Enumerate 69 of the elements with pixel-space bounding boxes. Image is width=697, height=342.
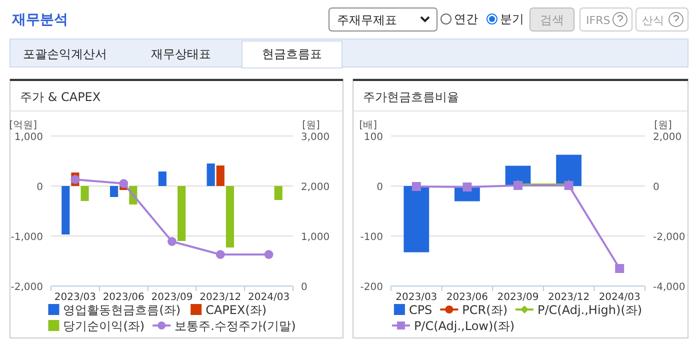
y2-tick-label: -4,000 (653, 282, 686, 293)
x-tick-label: 2024/03 (598, 292, 640, 303)
text: 포괄손익계산서 (23, 47, 107, 61)
text: 연간 (454, 12, 478, 26)
point (264, 250, 274, 259)
point (216, 250, 225, 259)
bar (110, 186, 118, 197)
bar (404, 186, 430, 252)
y2-tick-label: -2,000 (653, 232, 686, 243)
legend-label: 보통주.수정주가(기말) (174, 319, 296, 333)
legend-label: 당기순이익(좌) (63, 319, 145, 333)
chart-title: 주가 & CAPEX (20, 90, 101, 104)
legend-label: PCR(좌) (462, 303, 508, 317)
y2-tick-label: 2,000 (653, 132, 682, 143)
legend-label: 영업활동현금흐름(좌) (63, 303, 181, 317)
chart-title: 주가현금흐름비율 (363, 90, 459, 104)
y-tick-label: 0 (376, 182, 383, 193)
point (615, 264, 624, 273)
bar (226, 186, 234, 248)
x-tick-label: 2023/06 (446, 292, 488, 303)
bar (216, 166, 224, 186)
x-tick-label: 2023/09 (497, 292, 539, 303)
y-tick-label: -200 (360, 282, 383, 293)
y-tick-label: 1,000 (14, 132, 43, 143)
bar (206, 164, 215, 186)
y2-tick-label: 3,000 (301, 132, 330, 143)
text: 현금흐름표 (262, 47, 322, 61)
y2-tick-label: 0 (301, 282, 308, 293)
x-tick-label: 2024/03 (248, 292, 290, 303)
x-tick-label: 2023/03 (54, 292, 96, 303)
text: IFRS (586, 14, 610, 27)
x-tick-label: 2023/03 (396, 292, 438, 303)
y2-tick-label: 0 (653, 182, 660, 193)
text: 분기 (500, 12, 524, 26)
legend-label: CAPEX(좌) (206, 303, 267, 317)
bar (274, 186, 282, 200)
x-tick-label: 2023/12 (548, 292, 590, 303)
text: 재무분석 (11, 12, 68, 28)
y-tick-label: -100 (360, 232, 383, 243)
y-tick-label: 0 (36, 182, 43, 193)
y-axis-title: [억원] (9, 120, 38, 131)
bar (80, 186, 89, 201)
legend-label: P/C(Adj.,Low)(좌) (414, 319, 515, 333)
text: 검색 (540, 13, 564, 27)
legend-label: CPS (408, 303, 432, 317)
point (412, 182, 421, 191)
x-tick-label: 2023/06 (102, 292, 144, 303)
text: 산식 (642, 14, 664, 27)
x-tick-label: 2023/12 (200, 292, 242, 303)
point (462, 182, 472, 192)
bar (556, 154, 582, 186)
text: 주재무제표 (337, 13, 397, 27)
y-tick-label: 100 (364, 132, 383, 143)
x-tick-label: 2023/09 (151, 292, 193, 303)
y2-tick-label: 1,000 (301, 232, 330, 243)
y-tick-label: -2,000 (10, 282, 43, 293)
y-axis-title: [배] (359, 120, 378, 131)
y2-tick-label: 2,000 (301, 182, 330, 193)
y2-axis-title: [원] (654, 120, 672, 131)
bar (178, 186, 186, 241)
point (119, 179, 128, 188)
bar (158, 172, 166, 186)
text: 재무상태표 (151, 47, 211, 61)
legend-label: P/C(Adj.,High)(좌) (538, 303, 642, 317)
y-tick-label: -1,000 (10, 232, 43, 243)
point (168, 237, 176, 246)
bar (62, 186, 70, 234)
y2-axis-title: [원] (302, 120, 320, 131)
point (70, 175, 80, 184)
